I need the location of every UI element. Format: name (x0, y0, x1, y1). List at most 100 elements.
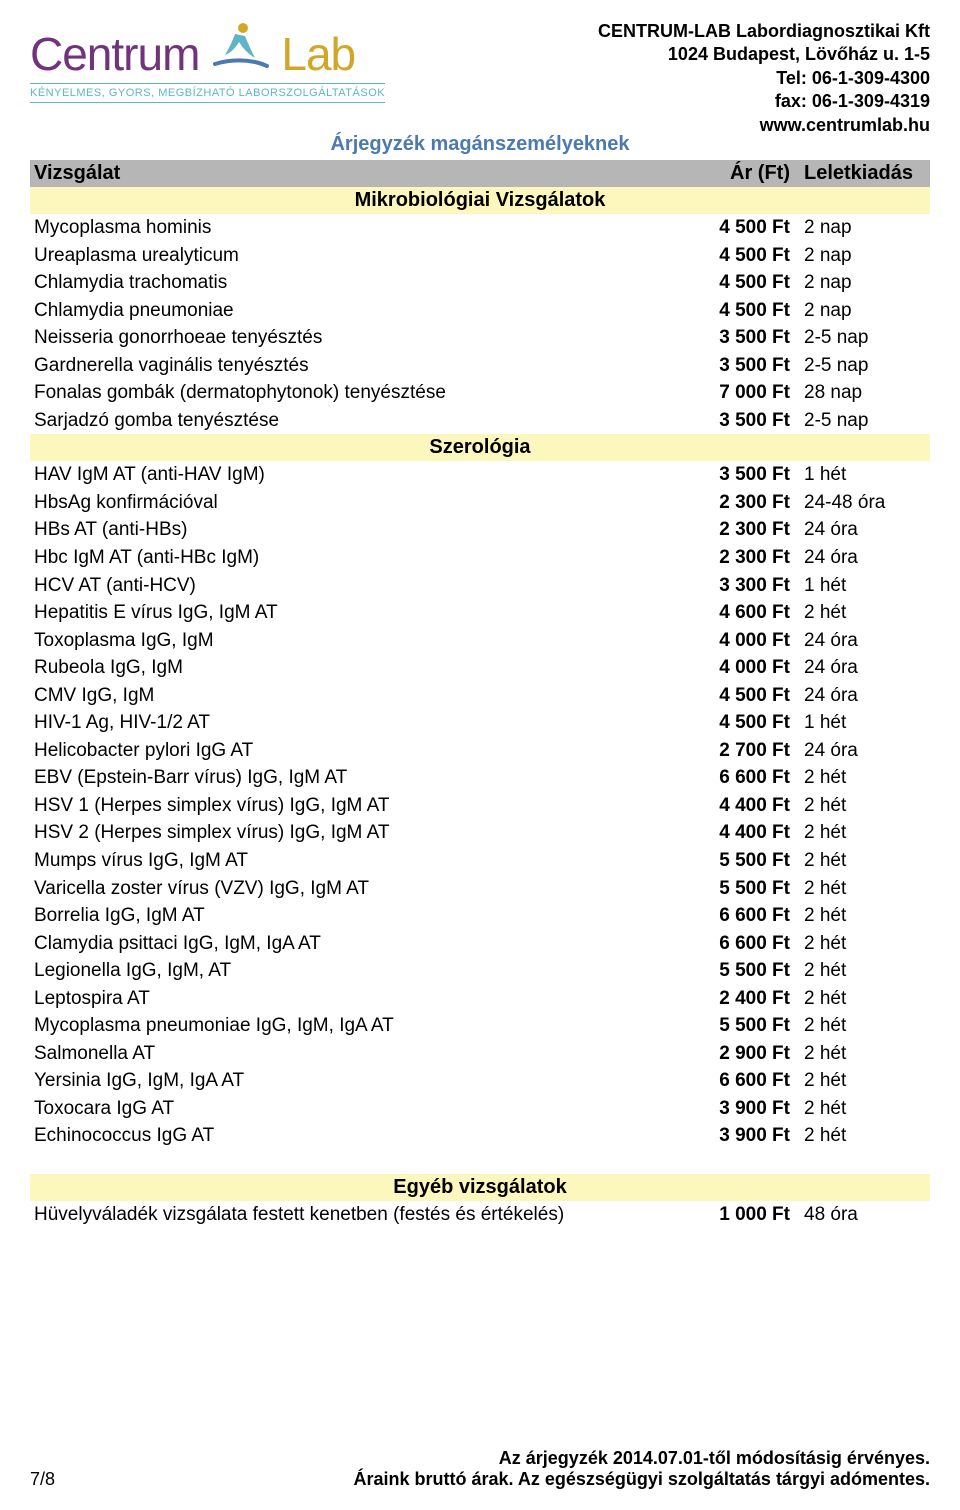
cell-price: 4 500 Ft (670, 269, 800, 297)
cell-price: 4 500 Ft (670, 709, 800, 737)
table-row: Echinococcus IgG AT3 900 Ft2 hét (30, 1122, 930, 1150)
cell-turnaround: 2 hét (800, 902, 930, 930)
cell-name: Hepatitis E vírus IgG, IgM AT (30, 599, 670, 627)
cell-name: Varicella zoster vírus (VZV) IgG, IgM AT (30, 875, 670, 903)
cell-name: Gardnerella vaginális tenyésztés (30, 352, 670, 380)
cell-price: 2 300 Ft (670, 516, 800, 544)
section-heading: Mikrobiológiai Vizsgálatok (30, 187, 930, 214)
cell-name: Mumps vírus IgG, IgM AT (30, 847, 670, 875)
cell-turnaround: 2 hét (800, 875, 930, 903)
header-block: Centrum Lab KÉNYELMES, GYORS, MEGBÍZHATÓ… (30, 20, 930, 137)
table-row: Mycoplasma hominis4 500 Ft2 nap (30, 214, 930, 242)
cell-price: 6 600 Ft (670, 902, 800, 930)
table-row: HSV 2 (Herpes simplex vírus) IgG, IgM AT… (30, 819, 930, 847)
cell-name: Chlamydia trachomatis (30, 269, 670, 297)
col-header-price: Ár (Ft) (670, 160, 800, 187)
company-web: www.centrumlab.hu (598, 114, 930, 137)
cell-turnaround: 24 óra (800, 627, 930, 655)
company-tel: Tel: 06-1-309-4300 (598, 67, 930, 90)
cell-name: HSV 1 (Herpes simplex vírus) IgG, IgM AT (30, 792, 670, 820)
cell-turnaround: 2-5 nap (800, 352, 930, 380)
cell-price: 4 000 Ft (670, 654, 800, 682)
table-row: Salmonella AT2 900 Ft2 hét (30, 1040, 930, 1068)
cell-price: 5 500 Ft (670, 957, 800, 985)
cell-name: Mycoplasma pneumoniae IgG, IgM, IgA AT (30, 1012, 670, 1040)
page: Centrum Lab KÉNYELMES, GYORS, MEGBÍZHATÓ… (0, 0, 960, 1510)
cell-price: 5 500 Ft (670, 875, 800, 903)
table-row: Sarjadzó gomba tenyésztése3 500 Ft2-5 na… (30, 407, 930, 435)
footer-valid: Az árjegyzék 2014.07.01-től módosításig … (30, 1448, 930, 1469)
cell-price: 3 300 Ft (670, 572, 800, 600)
cell-price: 7 000 Ft (670, 379, 800, 407)
cell-name: Legionella IgG, IgM, AT (30, 957, 670, 985)
table-row: Yersinia IgG, IgM, IgA AT6 600 Ft2 hét (30, 1067, 930, 1095)
cell-turnaround: 2 hét (800, 930, 930, 958)
cell-turnaround: 2 hét (800, 764, 930, 792)
cell-turnaround: 24 óra (800, 682, 930, 710)
table-row: Hüvelyváladék vizsgálata festett kenetbe… (30, 1201, 930, 1229)
cell-turnaround: 2 hét (800, 1012, 930, 1040)
cell-turnaround: 2 hét (800, 792, 930, 820)
cell-price: 4 500 Ft (670, 242, 800, 270)
contact-block: CENTRUM-LAB Labordiagnosztikai Kft 1024 … (598, 20, 930, 137)
cell-turnaround: 24-48 óra (800, 489, 930, 517)
table-row: HAV IgM AT (anti-HAV IgM)3 500 Ft1 hét (30, 461, 930, 489)
cell-name: HBs AT (anti-HBs) (30, 516, 670, 544)
cell-name: Echinococcus IgG AT (30, 1122, 670, 1150)
cell-name: Toxocara IgG AT (30, 1095, 670, 1123)
table-row: Leptospira AT2 400 Ft2 hét (30, 985, 930, 1013)
cell-price: 3 500 Ft (670, 352, 800, 380)
cell-price: 5 500 Ft (670, 847, 800, 875)
page-number: 7/8 (30, 1469, 55, 1490)
tagline: KÉNYELMES, GYORS, MEGBÍZHATÓ LABORSZOLGÁ… (30, 83, 385, 103)
cell-turnaround: 2 nap (800, 297, 930, 325)
cell-name: Sarjadzó gomba tenyésztése (30, 407, 670, 435)
table-row: Mumps vírus IgG, IgM AT5 500 Ft2 hét (30, 847, 930, 875)
cell-turnaround: 2 hét (800, 847, 930, 875)
cell-turnaround: 2-5 nap (800, 407, 930, 435)
cell-name: Rubeola IgG, IgM (30, 654, 670, 682)
cell-price: 4 500 Ft (670, 297, 800, 325)
cell-turnaround: 24 óra (800, 544, 930, 572)
cell-price: 4 500 Ft (670, 214, 800, 242)
cell-price: 2 300 Ft (670, 489, 800, 517)
cell-name: CMV IgG, IgM (30, 682, 670, 710)
cell-price: 5 500 Ft (670, 1012, 800, 1040)
cell-turnaround: 24 óra (800, 516, 930, 544)
cell-turnaround: 24 óra (800, 737, 930, 765)
company-fax: fax: 06-1-309-4319 (598, 90, 930, 113)
cell-turnaround: 2 nap (800, 242, 930, 270)
cell-name: Neisseria gonorrhoeae tenyésztés (30, 324, 670, 352)
cell-turnaround: 2 hét (800, 957, 930, 985)
cell-price: 6 600 Ft (670, 1067, 800, 1095)
cell-name: Salmonella AT (30, 1040, 670, 1068)
cell-price: 4 600 Ft (670, 599, 800, 627)
cell-name: Helicobacter pylori IgG AT (30, 737, 670, 765)
table-row: Chlamydia pneumoniae4 500 Ft2 nap (30, 297, 930, 325)
table-row: Gardnerella vaginális tenyésztés3 500 Ft… (30, 352, 930, 380)
table-row: Toxocara IgG AT3 900 Ft2 hét (30, 1095, 930, 1123)
cell-name: Leptospira AT (30, 985, 670, 1013)
table-row: Helicobacter pylori IgG AT2 700 Ft24 óra (30, 737, 930, 765)
cell-name: Clamydia psittaci IgG, IgM, IgA AT (30, 930, 670, 958)
table-row: Ureaplasma urealyticum4 500 Ft2 nap (30, 242, 930, 270)
cell-name: EBV (Epstein-Barr vírus) IgG, IgM AT (30, 764, 670, 792)
cell-turnaround: 2 nap (800, 214, 930, 242)
cell-price: 6 600 Ft (670, 764, 800, 792)
cell-turnaround: 2 nap (800, 269, 930, 297)
table-row: Varicella zoster vírus (VZV) IgG, IgM AT… (30, 875, 930, 903)
logo: Centrum Lab (30, 20, 355, 81)
cell-turnaround: 2 hét (800, 1095, 930, 1123)
cell-name: Hbc IgM AT (anti-HBc IgM) (30, 544, 670, 572)
section-heading: Egyéb vizsgálatok (30, 1174, 930, 1201)
table-row: HSV 1 (Herpes simplex vírus) IgG, IgM AT… (30, 792, 930, 820)
cell-turnaround: 2 hét (800, 1067, 930, 1095)
logo-icon (205, 20, 275, 75)
table-row: Legionella IgG, IgM, AT5 500 Ft2 hét (30, 957, 930, 985)
table-row: CMV IgG, IgM4 500 Ft24 óra (30, 682, 930, 710)
cell-price: 2 300 Ft (670, 544, 800, 572)
table-body: Mikrobiológiai VizsgálatokMycoplasma hom… (30, 187, 930, 1229)
cell-name: Hüvelyváladék vizsgálata festett kenetbe… (30, 1201, 670, 1229)
footer-note: Áraink bruttó árak. Az egészségügyi szol… (353, 1469, 930, 1490)
table-row: HBs AT (anti-HBs)2 300 Ft24 óra (30, 516, 930, 544)
